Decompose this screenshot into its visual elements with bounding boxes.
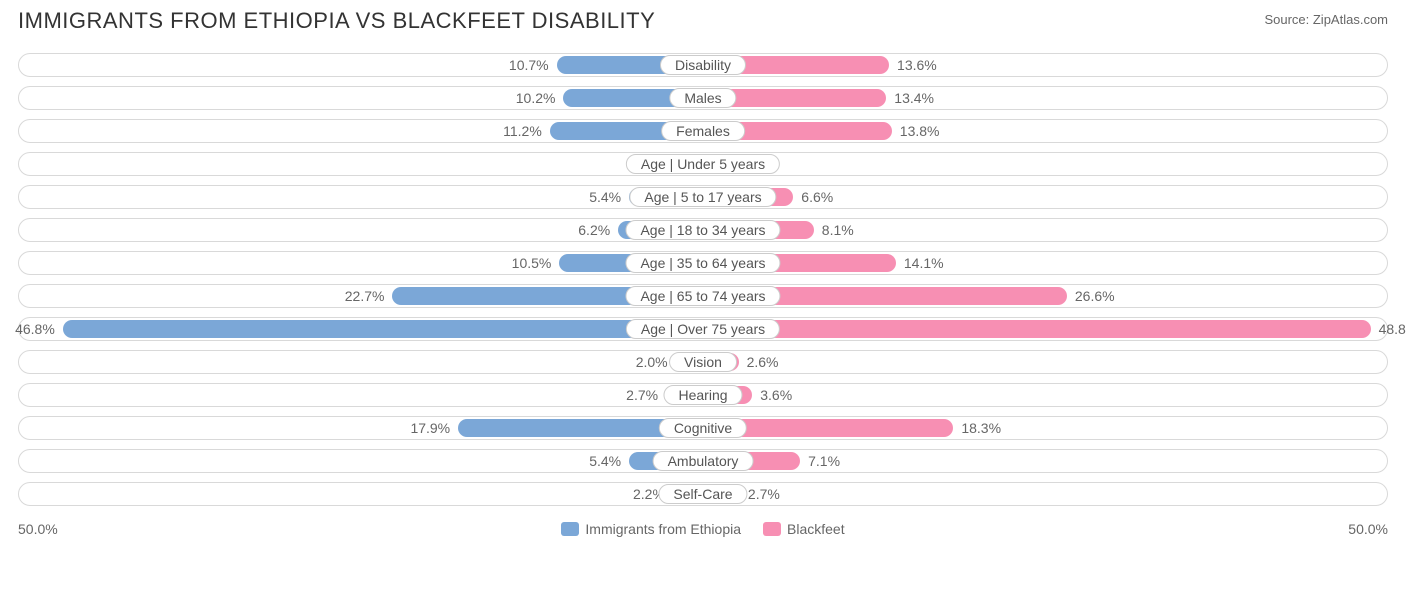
legend-swatch-left xyxy=(561,522,579,536)
value-left: 10.5% xyxy=(512,252,560,274)
row-label: Age | Over 75 years xyxy=(626,319,780,339)
row-label: Age | 5 to 17 years xyxy=(629,187,776,207)
chart-row: 2.2%2.7%Self-Care xyxy=(18,482,1388,506)
value-right: 13.4% xyxy=(886,87,934,109)
legend-label-right: Blackfeet xyxy=(787,521,845,537)
chart-row: 5.4% 7.1% Ambulatory xyxy=(18,449,1388,473)
row-label: Cognitive xyxy=(659,418,747,438)
legend-swatch-right xyxy=(763,522,781,536)
value-right: 3.6% xyxy=(752,384,792,406)
value-right: 14.1% xyxy=(896,252,944,274)
value-right: 26.6% xyxy=(1067,285,1115,307)
row-label: Vision xyxy=(669,352,737,372)
value-right: 18.3% xyxy=(953,417,1001,439)
legend-item-right: Blackfeet xyxy=(763,521,845,537)
axis-left-max: 50.0% xyxy=(18,521,58,537)
chart-row: 5.4% 6.6% Age | 5 to 17 years xyxy=(18,185,1388,209)
value-right: 7.1% xyxy=(800,450,840,472)
row-label: Age | 18 to 34 years xyxy=(625,220,780,240)
chart-container: IMMIGRANTS FROM ETHIOPIA VS BLACKFEET DI… xyxy=(0,0,1406,547)
legend-label-left: Immigrants from Ethiopia xyxy=(585,521,741,537)
value-right: 6.6% xyxy=(793,186,833,208)
value-right: 8.1% xyxy=(814,219,854,241)
value-left: 6.2% xyxy=(578,219,618,241)
chart-row: 46.8%48.8%Age | Over 75 years xyxy=(18,317,1388,341)
legend-item-left: Immigrants from Ethiopia xyxy=(561,521,741,537)
chart-row: 2.0%2.6%Vision xyxy=(18,350,1388,374)
axis-right-max: 50.0% xyxy=(1348,521,1388,537)
header: IMMIGRANTS FROM ETHIOPIA VS BLACKFEET DI… xyxy=(0,0,1406,40)
value-left: 11.2% xyxy=(503,120,550,142)
source-label: Source: ZipAtlas.com xyxy=(1264,8,1388,27)
row-label: Self-Care xyxy=(658,484,747,504)
row-label: Disability xyxy=(660,55,746,75)
chart-row: 11.2% 13.8% Females xyxy=(18,119,1388,143)
value-left: 5.4% xyxy=(589,186,629,208)
value-right: 13.8% xyxy=(892,120,940,142)
chart-row: 17.9% 18.3% Cognitive xyxy=(18,416,1388,440)
bar-left xyxy=(63,320,703,338)
row-label: Age | Under 5 years xyxy=(626,154,780,174)
value-left: 10.7% xyxy=(509,54,557,76)
value-right: 13.6% xyxy=(889,54,937,76)
row-label: Age | 65 to 74 years xyxy=(625,286,780,306)
chart-body: 10.7% 13.6% Disability 10.2% 13.4% Males 11.2%… xyxy=(0,40,1406,519)
row-label: Males xyxy=(669,88,736,108)
bar-right xyxy=(703,320,1371,338)
row-label: Females xyxy=(661,121,745,141)
value-right: 48.8% xyxy=(1371,318,1406,340)
chart-row: 2.7% 3.6% Hearing xyxy=(18,383,1388,407)
chart-row: 10.2% 13.4% Males xyxy=(18,86,1388,110)
value-left: 2.7% xyxy=(626,384,666,406)
value-left: 22.7% xyxy=(345,285,393,307)
legend: Immigrants from Ethiopia Blackfeet xyxy=(561,521,844,537)
row-label: Ambulatory xyxy=(653,451,754,471)
chart-row: 6.2% 8.1% Age | 18 to 34 years xyxy=(18,218,1388,242)
chart-row: 10.5% 14.1% Age | 35 to 64 years xyxy=(18,251,1388,275)
chart-title: IMMIGRANTS FROM ETHIOPIA VS BLACKFEET DI… xyxy=(18,8,655,34)
row-label: Hearing xyxy=(663,385,742,405)
chart-row: 22.7% 26.6% Age | 65 to 74 years xyxy=(18,284,1388,308)
value-left: 46.8% xyxy=(15,318,63,340)
value-left: 5.4% xyxy=(589,450,629,472)
row-label: Age | 35 to 64 years xyxy=(625,253,780,273)
chart-footer: 50.0% Immigrants from Ethiopia Blackfeet… xyxy=(0,519,1406,547)
chart-row: 1.1%1.6%Age | Under 5 years xyxy=(18,152,1388,176)
value-left: 17.9% xyxy=(410,417,458,439)
value-left: 10.2% xyxy=(516,87,564,109)
value-right: 2.6% xyxy=(739,351,779,373)
chart-row: 10.7% 13.6% Disability xyxy=(18,53,1388,77)
